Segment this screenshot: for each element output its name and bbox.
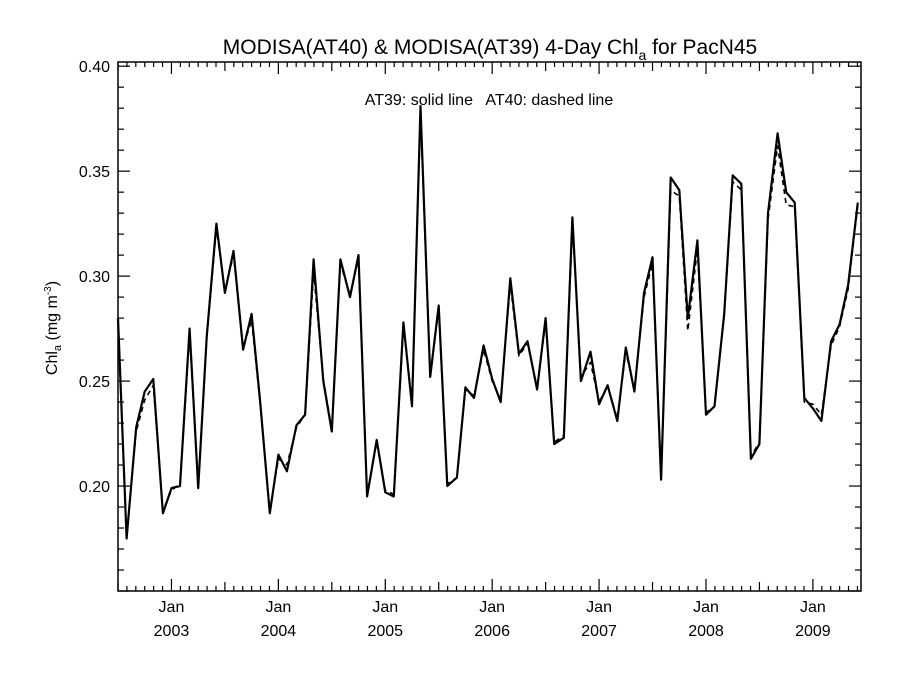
y-tick-label: 0.20 xyxy=(79,479,110,496)
x-tick-label-month: Jan xyxy=(586,599,612,616)
y-tick-label: 0.35 xyxy=(79,164,110,181)
x-tick-label-year: 2004 xyxy=(261,623,297,640)
axes-layer: 0.20 0.25 0.30 0.35 0.40 Jan 2003 Jan 2004 Jan 200… xyxy=(79,59,861,640)
line-style-annotation: AT39: solid line AT40: dashed line xyxy=(365,92,614,109)
x-tick-label-month: Jan xyxy=(265,599,291,616)
x-tick-label-month: Jan xyxy=(693,599,719,616)
x-tick-label-year: 2003 xyxy=(154,623,190,640)
series-layer xyxy=(116,104,859,540)
x-tick-label-year: 2006 xyxy=(474,623,510,640)
chart-title: MODISA(AT40) & MODISA(AT39) 4-Day Chla f… xyxy=(223,36,757,63)
y-tick-label: 0.40 xyxy=(79,59,110,76)
y-tick-label: 0.25 xyxy=(79,374,110,391)
y-axis-label: Chla (mg m-3) xyxy=(43,281,64,375)
x-tick-label-year: 2005 xyxy=(367,623,403,640)
x-tick-label-month: Jan xyxy=(372,599,398,616)
plot-frame xyxy=(117,61,862,592)
series-line-at40 xyxy=(117,113,859,538)
x-tick-label-month: Jan xyxy=(479,599,505,616)
x-tick-label-year: 2007 xyxy=(581,623,617,640)
x-tick-label-year: 2009 xyxy=(795,623,831,640)
y-tick-label: 0.30 xyxy=(79,269,110,286)
x-tick-label-month: Jan xyxy=(800,599,826,616)
x-tick-label-year: 2008 xyxy=(688,623,724,640)
x-tick-label-month: Jan xyxy=(159,599,185,616)
